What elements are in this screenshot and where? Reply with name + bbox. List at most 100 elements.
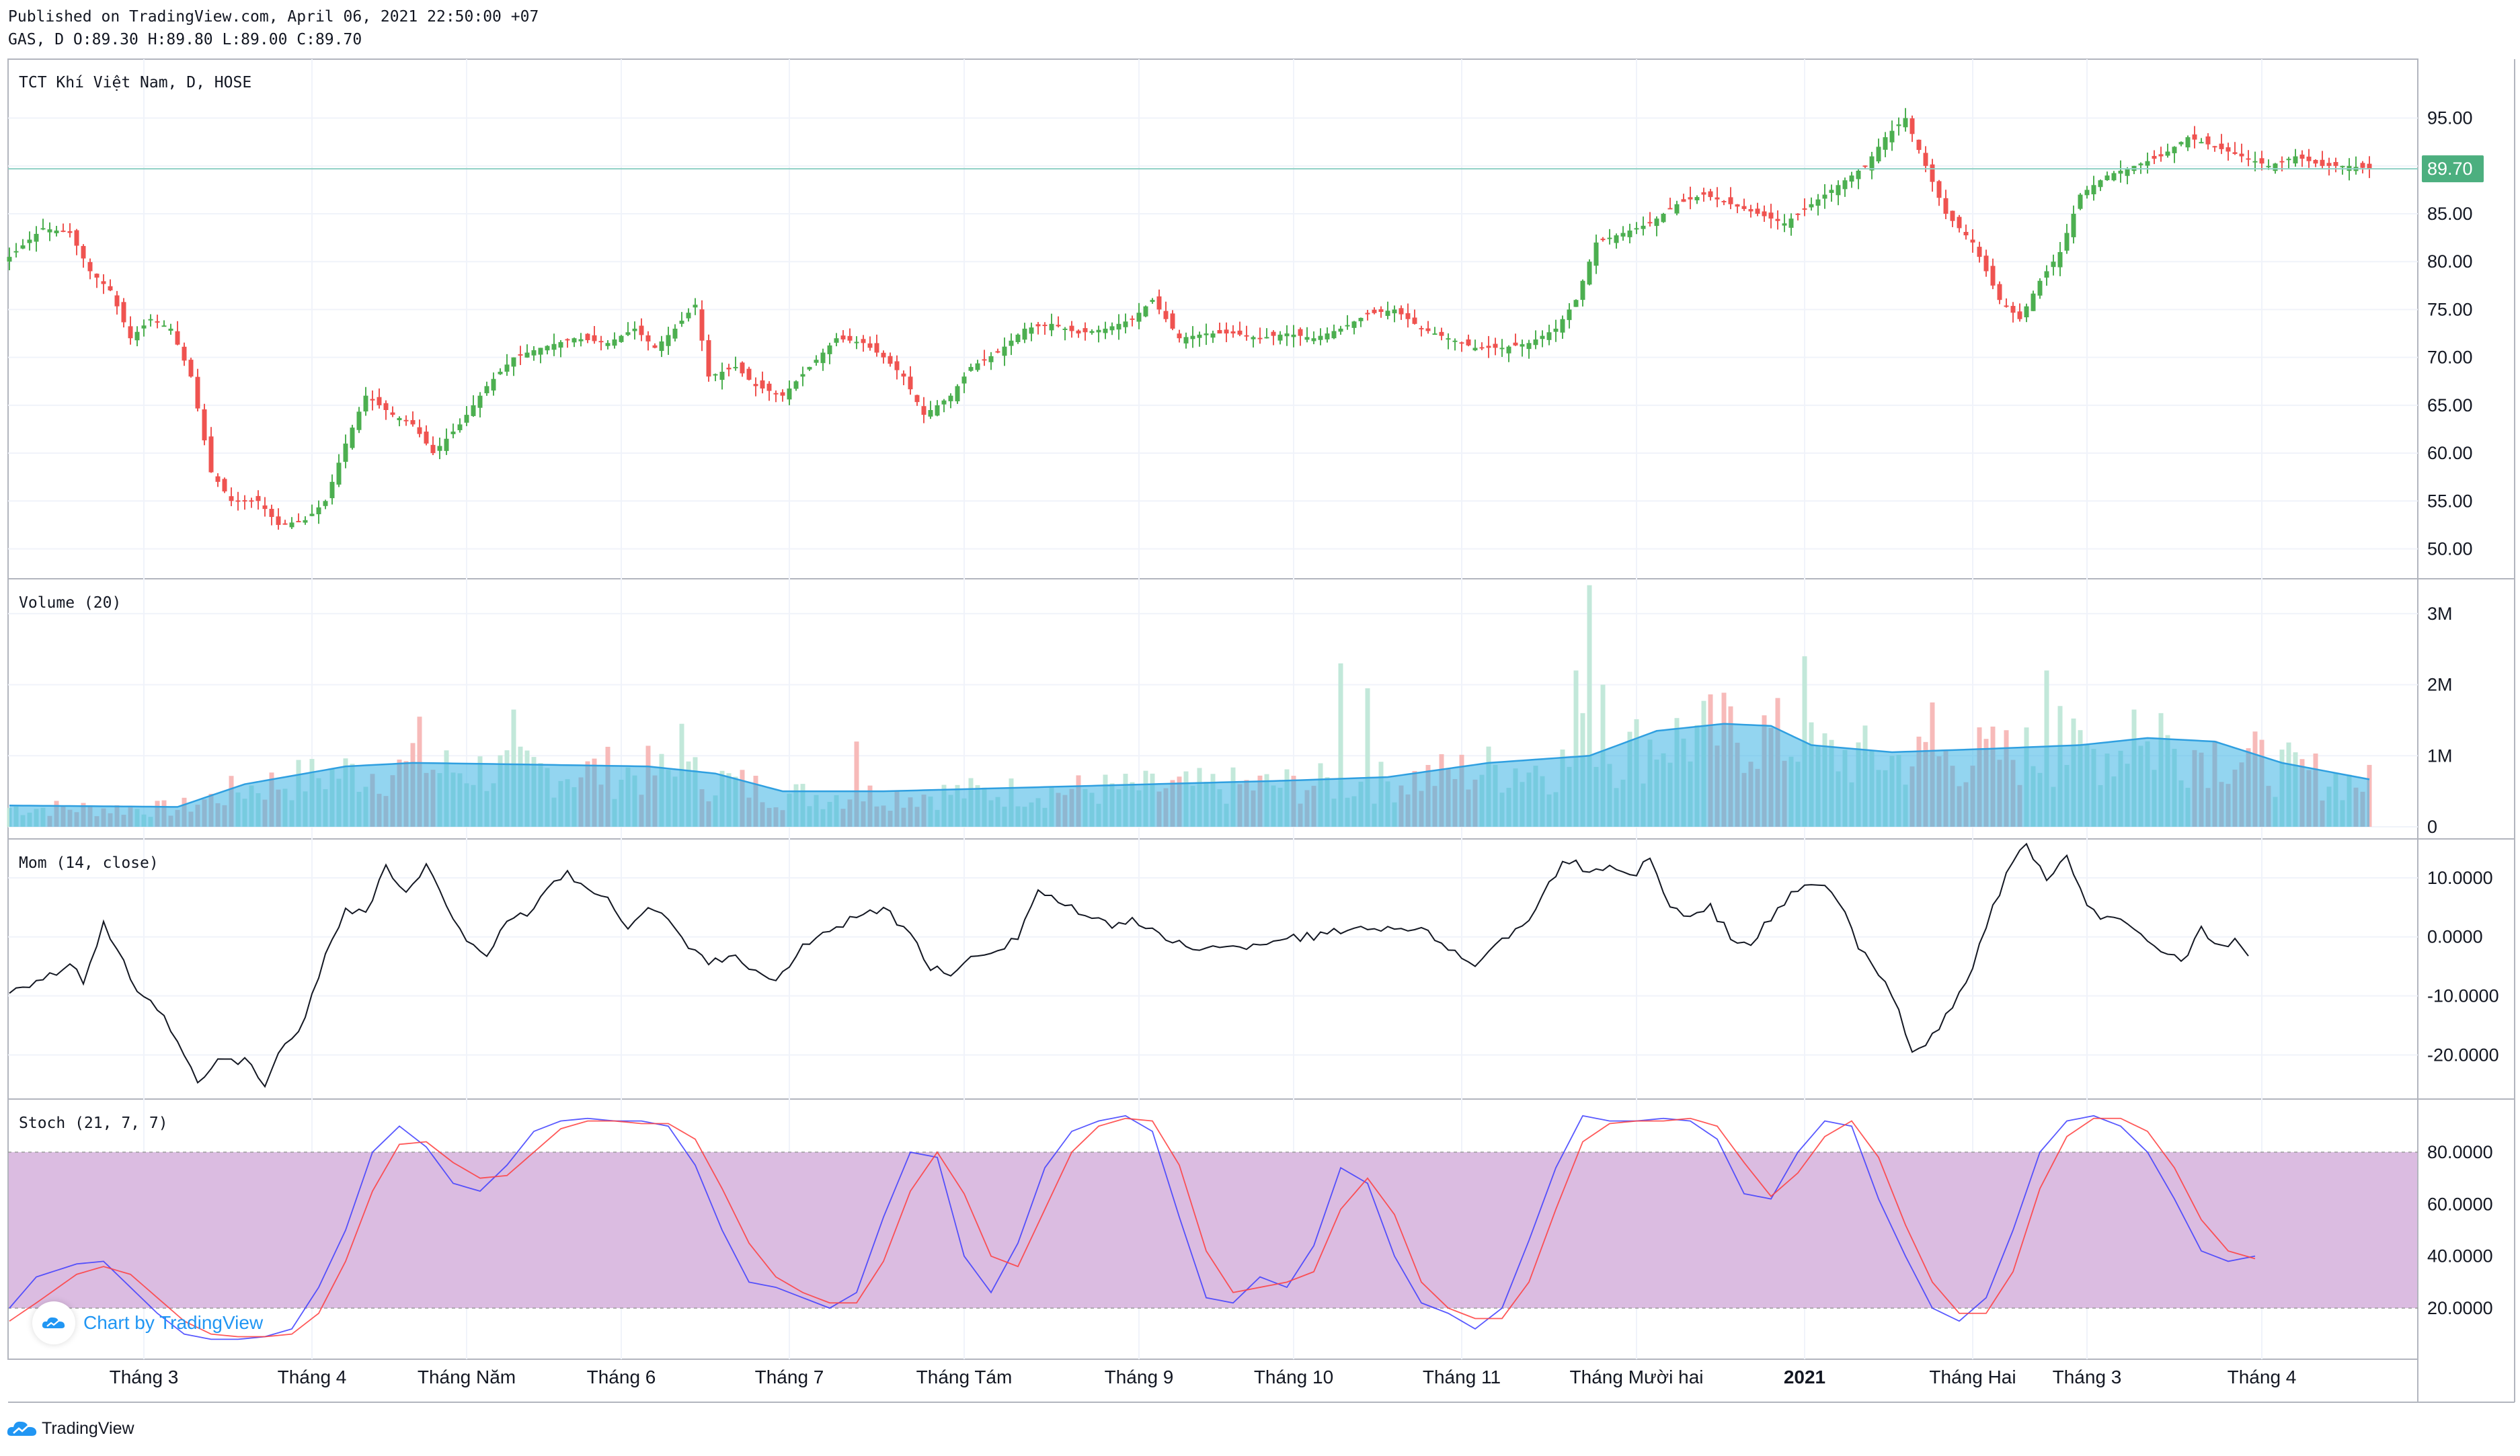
candle-body [1143, 306, 1148, 317]
candle-body [148, 319, 153, 321]
candle-body [1822, 194, 1827, 199]
candle-body [1378, 309, 1384, 313]
candle-body [424, 432, 429, 444]
y-tick-label: 70.00 [2427, 348, 2473, 368]
candle-body [1183, 337, 1189, 343]
candle-body [1130, 318, 1135, 320]
candle-body [1177, 333, 1182, 339]
candle-body [289, 522, 294, 528]
candle-body [108, 286, 113, 290]
candle-body [1210, 333, 1216, 338]
candle-body [2017, 311, 2022, 319]
candle-body [1728, 197, 1733, 204]
candle-body [1755, 208, 1760, 214]
chart-by-tradingview-badge[interactable]: Chart by TradingView [32, 1301, 263, 1344]
candle-body [1849, 175, 1854, 182]
candle-body [1526, 343, 1532, 350]
candle-body [1472, 348, 1478, 351]
candle-body [2044, 271, 2049, 278]
candle-body [1331, 331, 1337, 339]
candle-body [67, 231, 73, 233]
candle-body [1607, 237, 1612, 239]
candle-body [538, 348, 543, 355]
candle-body [988, 356, 994, 362]
candle-body [20, 245, 26, 249]
candle-body [1862, 165, 1868, 167]
candle-body [2111, 173, 2117, 181]
candle-body [1573, 300, 1579, 307]
candle-body [874, 343, 879, 353]
candle-body [1667, 208, 1673, 210]
candle-body [713, 374, 718, 376]
candle-body [329, 481, 335, 499]
candle-body [1446, 338, 1451, 340]
candle-body [2286, 159, 2291, 161]
candle-body [2367, 163, 2372, 169]
candle-body [1096, 329, 1101, 333]
candle-body [645, 335, 651, 341]
candle-body [2024, 306, 2029, 318]
candle-body [2071, 214, 2076, 237]
candle-body [1782, 223, 1787, 226]
candle-body [383, 403, 389, 410]
candle-body [1459, 342, 1464, 344]
candle-body [215, 476, 221, 482]
candle-body [350, 428, 355, 448]
x-tick-label: 2021 [1784, 1367, 1825, 1387]
candle-body [40, 228, 46, 230]
candle-body [1345, 325, 1350, 327]
candle-body [773, 393, 779, 395]
candle-body [1950, 210, 1955, 221]
candle-body [13, 251, 19, 253]
candle-body [1856, 170, 1861, 179]
candle-body [1298, 329, 1303, 336]
candle-body [1600, 239, 1606, 241]
candle-body [746, 368, 752, 380]
candle-body [471, 405, 476, 416]
candle-body [81, 245, 86, 259]
candle-body [2172, 147, 2177, 153]
candle-body [2239, 153, 2244, 157]
candle-body [2266, 165, 2271, 167]
candle-body [74, 230, 79, 246]
y-tick-label: 60.0000 [2427, 1194, 2493, 1214]
candle-body [1405, 313, 1411, 319]
candle-body [1916, 139, 1922, 151]
candle-body [1735, 204, 1740, 207]
candle-body [2199, 142, 2204, 144]
candle-body [935, 405, 940, 416]
candle-body [1533, 339, 1538, 346]
candle-body [995, 351, 1000, 353]
candle-body [101, 281, 106, 284]
candle-body [336, 462, 342, 485]
candle-body [2185, 137, 2191, 148]
candle-body [672, 328, 678, 339]
candle-body [2078, 194, 2083, 209]
stoch-d-line [9, 1117, 2256, 1338]
candle-body [1412, 317, 1417, 324]
candle-body [961, 376, 967, 384]
candle-body [1109, 326, 1115, 331]
candle-body [1009, 340, 1014, 346]
candle-body [430, 444, 436, 454]
candle-body [800, 374, 805, 377]
candle-body [619, 335, 624, 342]
tradingview-logo[interactable]: TradingView [7, 1417, 134, 1440]
candle-body [1264, 337, 1269, 339]
candle-body [343, 443, 348, 462]
candle-body [94, 274, 100, 278]
candle-body [1385, 311, 1390, 316]
candle-body [1701, 192, 1706, 195]
candle-body [1392, 309, 1397, 314]
candle-body [1123, 321, 1128, 327]
candle-body [1251, 337, 1256, 339]
candle-body [975, 363, 980, 370]
candle-body [208, 436, 214, 473]
candle-body [155, 321, 160, 323]
candle-body [1277, 334, 1283, 341]
candle-body [262, 505, 268, 510]
candle-body [941, 400, 947, 405]
candle-body [894, 361, 900, 370]
y-tick-label: 75.00 [2427, 299, 2473, 319]
